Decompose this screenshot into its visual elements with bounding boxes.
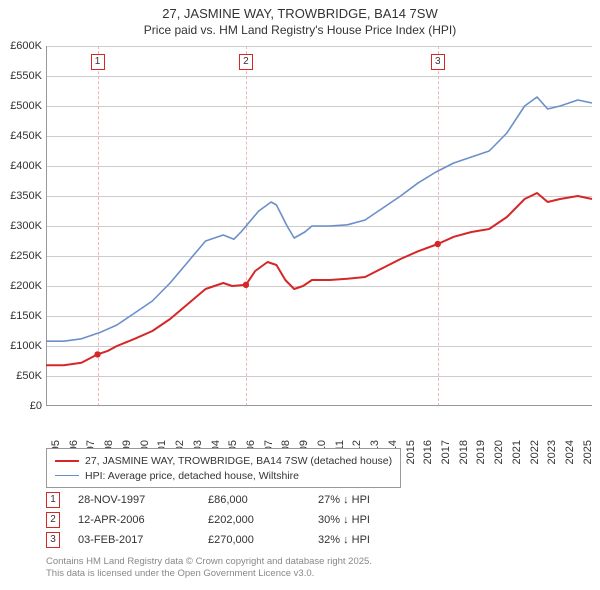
legend: 27, JASMINE WAY, TROWBRIDGE, BA14 7SW (d…	[46, 448, 401, 488]
legend-row: 27, JASMINE WAY, TROWBRIDGE, BA14 7SW (d…	[55, 453, 392, 468]
title-subtitle: Price paid vs. HM Land Registry's House …	[0, 23, 600, 37]
sale-marker-dot	[243, 282, 249, 288]
legend-row: HPI: Average price, detached house, Wilt…	[55, 468, 392, 483]
y-tick-label: £450K	[0, 130, 42, 142]
sales-row: 3 03-FEB-2017£270,00032% ↓ HPI	[46, 530, 438, 550]
x-tick-label: 2024	[564, 440, 576, 464]
sales-num-box: 1	[46, 492, 60, 508]
attribution-line: Contains HM Land Registry data © Crown c…	[46, 556, 372, 568]
sales-date: 03-FEB-2017	[78, 534, 208, 546]
sales-row: 2 12-APR-2006£202,00030% ↓ HPI	[46, 510, 438, 530]
sales-table: 1 28-NOV-1997£86,00027% ↓ HPI 2 12-APR-2006…	[46, 490, 438, 550]
x-tick-label: 2021	[511, 440, 523, 464]
sales-delta: 30% ↓ HPI	[318, 514, 438, 526]
sale-callout-box: 2	[239, 54, 253, 70]
legend-label: 27, JASMINE WAY, TROWBRIDGE, BA14 7SW (d…	[85, 455, 392, 467]
sales-date: 12-APR-2006	[78, 514, 208, 526]
x-tick-label: 2017	[440, 440, 452, 464]
y-tick-label: £600K	[0, 40, 42, 52]
x-tick-label: 2015	[405, 440, 417, 464]
y-tick-label: £50K	[0, 370, 42, 382]
x-tick-label: 2023	[546, 440, 558, 464]
x-tick-label: 2022	[529, 440, 541, 464]
x-tick-label: 2019	[475, 440, 487, 464]
y-tick-label: £100K	[0, 340, 42, 352]
sales-delta: 32% ↓ HPI	[318, 534, 438, 546]
y-tick-label: £150K	[0, 310, 42, 322]
sale-marker-dot	[94, 351, 100, 357]
sales-delta: 27% ↓ HPI	[318, 494, 438, 506]
y-tick-label: £350K	[0, 190, 42, 202]
plot-svg	[46, 46, 592, 406]
y-tick-label: £400K	[0, 160, 42, 172]
sales-date: 28-NOV-1997	[78, 494, 208, 506]
y-tick-label: £300K	[0, 220, 42, 232]
sales-price: £202,000	[208, 514, 318, 526]
series-hpi	[46, 97, 592, 341]
x-tick-label: 2020	[493, 440, 505, 464]
sale-marker-dot	[435, 241, 441, 247]
y-tick-label: £200K	[0, 280, 42, 292]
attribution-line: This data is licensed under the Open Gov…	[46, 568, 372, 580]
legend-swatch	[55, 475, 79, 476]
legend-swatch	[55, 460, 79, 462]
sales-price: £270,000	[208, 534, 318, 546]
y-tick-label: £550K	[0, 70, 42, 82]
y-tick-label: £250K	[0, 250, 42, 262]
sales-num-box: 3	[46, 532, 60, 548]
x-tick-label: 2016	[422, 440, 434, 464]
sales-price: £86,000	[208, 494, 318, 506]
title-address: 27, JASMINE WAY, TROWBRIDGE, BA14 7SW	[0, 6, 600, 21]
chart-container: 27, JASMINE WAY, TROWBRIDGE, BA14 7SW Pr…	[0, 0, 600, 590]
y-tick-label: £0	[0, 400, 42, 412]
sales-num-box: 2	[46, 512, 60, 528]
series-price_paid	[46, 193, 592, 365]
attribution: Contains HM Land Registry data © Crown c…	[46, 556, 372, 580]
x-tick-label: 2018	[458, 440, 470, 464]
sales-row: 1 28-NOV-1997£86,00027% ↓ HPI	[46, 490, 438, 510]
x-tick-label: 2025	[582, 440, 594, 464]
y-tick-label: £500K	[0, 100, 42, 112]
legend-label: HPI: Average price, detached house, Wilt…	[85, 470, 299, 482]
sale-callout-box: 3	[431, 54, 445, 70]
title-block: 27, JASMINE WAY, TROWBRIDGE, BA14 7SW Pr…	[0, 0, 600, 37]
sale-callout-box: 1	[91, 54, 105, 70]
